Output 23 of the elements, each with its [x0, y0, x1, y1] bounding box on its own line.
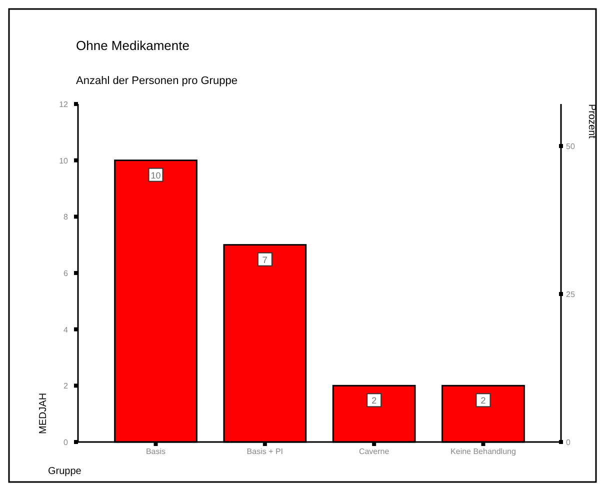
y-tick-label: 4 [64, 325, 69, 334]
y2-axis-title: Prozent [586, 104, 597, 139]
data-label: 2 [372, 396, 377, 406]
data-label: 2 [480, 396, 486, 406]
chart-title: Ohne Medikamente [76, 38, 190, 53]
x-tick-label: Caverne [358, 447, 390, 456]
y-tick-label: 8 [64, 212, 69, 222]
y-tick-label: 6 [64, 269, 69, 278]
data-label: 10 [150, 170, 161, 180]
y-tick-label: 0 [64, 438, 69, 447]
x-tick-label: Basis [146, 447, 166, 456]
chart-subtitle: Anzahl der Personen pro Gruppe [76, 75, 238, 87]
y-axis-title: MEDJAH [38, 392, 49, 434]
x-tick-label: Basis + PI [246, 447, 284, 456]
x-tick-label: Keine Behandlung [450, 447, 516, 456]
y-tick-label: 10 [59, 156, 69, 166]
data-label: 7 [262, 254, 268, 265]
y2-tick-label: 25 [566, 290, 576, 300]
y2-tick-label: 50 [566, 142, 576, 152]
y-tick-label: 2 [64, 382, 69, 391]
x-axis-title: Gruppe [48, 466, 82, 477]
y2-tick-label: 0 [566, 438, 571, 447]
y-tick-label: 12 [59, 100, 69, 109]
